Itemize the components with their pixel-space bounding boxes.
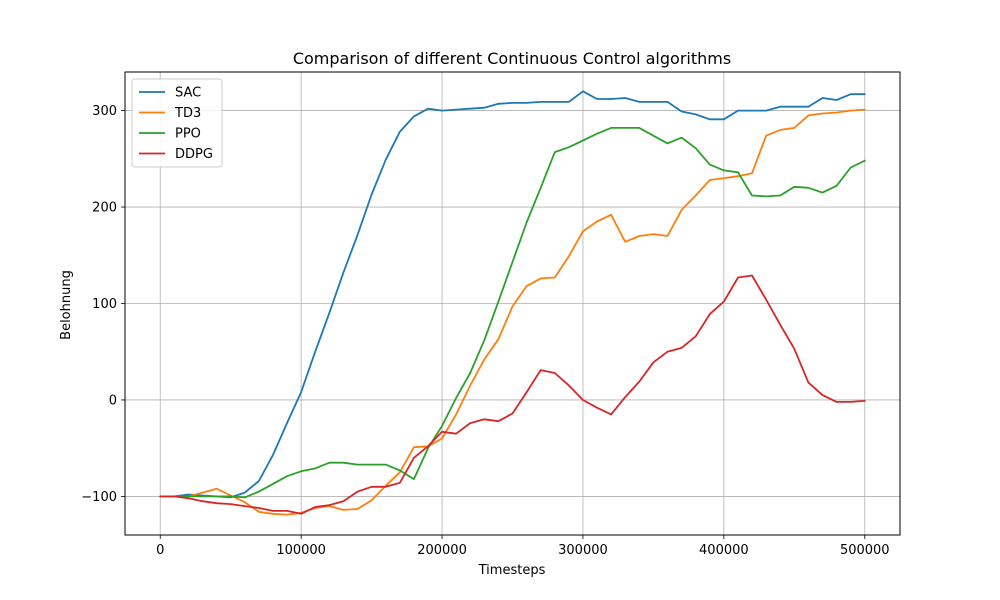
legend-label-ppo: PPO [175, 127, 201, 142]
y-tick-label: −100 [81, 490, 117, 505]
x-tick-label: 300000 [558, 543, 608, 558]
y-tick-label: 100 [92, 297, 117, 312]
x-tick-label: 100000 [276, 543, 326, 558]
legend-box [131, 78, 223, 168]
grid [125, 72, 900, 535]
y-tick-label: 300 [92, 104, 117, 119]
x-tick-label: 200000 [417, 543, 467, 558]
legend: SAC TD3 PPO DDPG [131, 78, 223, 168]
series-line-ddpg [159, 274, 866, 515]
series-line-td3 [159, 108, 866, 516]
series-line-ppo [159, 127, 866, 499]
y-axis-label: Belohnung [59, 270, 74, 340]
x-axis-label: Timesteps [478, 563, 546, 578]
series-lines [159, 90, 866, 516]
series-line-sac [159, 90, 866, 499]
legend-label-ddpg: DDPG [175, 147, 213, 162]
x-tick-label: 0 [156, 543, 164, 558]
legend-label-sac: SAC [175, 86, 201, 101]
y-tick-label: 200 [92, 201, 117, 216]
y-axis-ticks: −100 0 100 200 300 [81, 104, 125, 505]
chart-title: Comparison of different Continuous Contr… [293, 49, 731, 68]
x-tick-label: 500000 [840, 543, 890, 558]
x-axis-ticks: 0 100000 200000 300000 400000 500000 [156, 535, 890, 558]
legend-label-td3: TD3 [174, 106, 201, 121]
y-tick-label: 0 [109, 393, 117, 408]
x-tick-label: 400000 [699, 543, 749, 558]
